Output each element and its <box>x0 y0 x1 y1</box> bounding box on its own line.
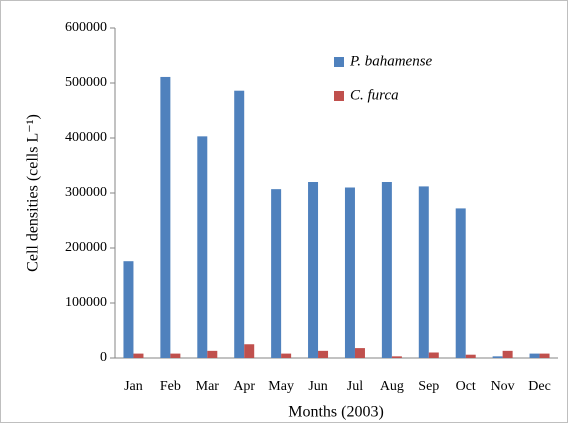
bar <box>381 182 392 358</box>
bar <box>428 352 439 358</box>
x-tick-label: Aug <box>380 379 404 394</box>
bar <box>529 353 540 358</box>
bar <box>234 90 245 358</box>
x-tick-label: Apr <box>233 379 255 394</box>
bar <box>455 208 466 358</box>
bar <box>244 344 255 358</box>
x-tick-label: Dec <box>528 379 551 394</box>
legend-label: C. furca <box>350 87 399 103</box>
y-axis-title: Cell densities (cells L⁻¹) <box>25 114 42 272</box>
y-tick-label: 300000 <box>65 185 107 200</box>
bar <box>170 353 181 358</box>
y-tick-label: 500000 <box>65 75 107 90</box>
bar <box>207 350 218 358</box>
x-tick-label: Jul <box>347 379 363 394</box>
bar <box>465 354 476 358</box>
bar <box>123 261 134 358</box>
bar <box>308 182 319 358</box>
x-tick-label: Feb <box>160 379 181 394</box>
x-tick-label: Mar <box>196 379 220 394</box>
y-tick-label: 0 <box>100 350 107 365</box>
bar <box>133 353 144 358</box>
x-tick-label: Jan <box>124 379 143 394</box>
bar <box>354 348 365 358</box>
bar <box>492 356 503 358</box>
x-tick-label: May <box>268 379 294 394</box>
y-tick-label: 100000 <box>65 295 107 310</box>
bar <box>539 353 550 358</box>
bar <box>344 187 355 358</box>
bar <box>418 186 429 358</box>
bar <box>281 353 292 358</box>
x-axis-title: Months (2003) <box>288 404 384 421</box>
x-tick-label: Jun <box>308 379 327 394</box>
y-tick-label: 600000 <box>65 20 107 35</box>
bar <box>391 356 402 358</box>
legend-swatch <box>334 91 344 101</box>
y-tick-label: 400000 <box>65 130 107 145</box>
y-tick-label: 200000 <box>65 240 107 255</box>
x-tick-label: Nov <box>491 379 515 394</box>
bar <box>160 76 171 358</box>
bar <box>271 189 282 358</box>
legend-label: P. bahamense <box>349 53 433 69</box>
bar <box>318 350 329 358</box>
bar <box>502 350 513 358</box>
legend-swatch <box>334 57 344 67</box>
x-tick-label: Oct <box>456 379 476 394</box>
bar <box>197 136 208 358</box>
x-tick-label: Sep <box>418 379 439 394</box>
